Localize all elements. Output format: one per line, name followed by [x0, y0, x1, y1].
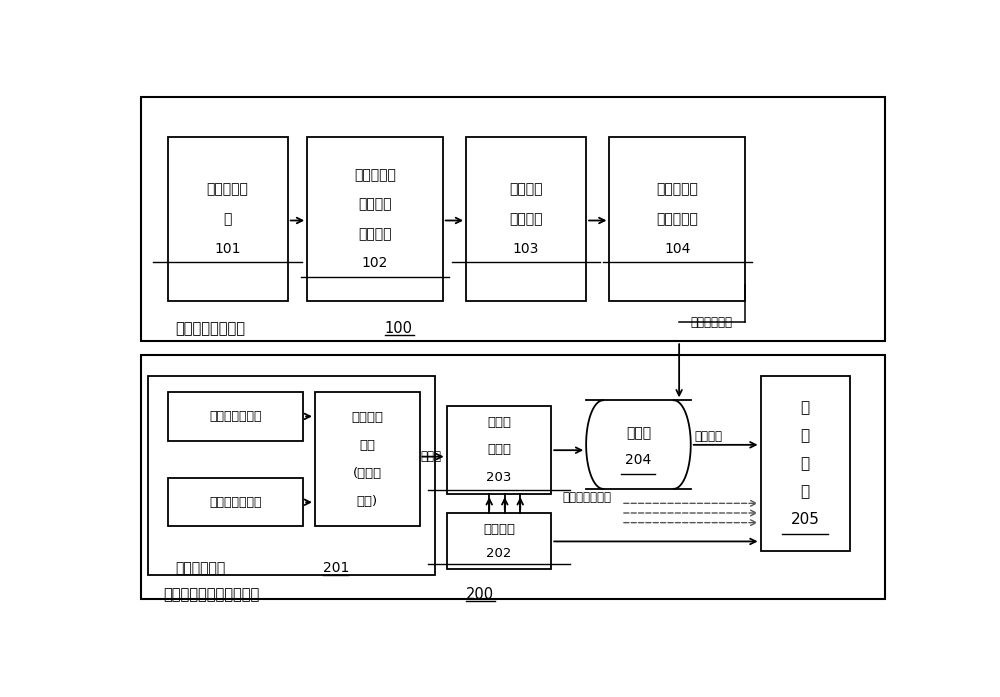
Polygon shape — [586, 400, 691, 489]
Text: 101: 101 — [214, 242, 241, 256]
FancyBboxPatch shape — [140, 97, 885, 342]
Text: 数据表模块: 数据表模块 — [656, 212, 698, 226]
FancyBboxPatch shape — [466, 137, 586, 301]
Text: 205: 205 — [791, 512, 820, 527]
Text: 地址形: 地址形 — [487, 415, 511, 429]
Text: 雷达调度: 雷达调度 — [483, 523, 515, 535]
Text: 处理模块: 处理模块 — [358, 227, 392, 241]
Text: 确定参数模: 确定参数模 — [207, 183, 249, 197]
Text: 实测数据: 实测数据 — [358, 197, 392, 211]
FancyBboxPatch shape — [307, 137, 443, 301]
Text: 块: 块 — [224, 212, 232, 226]
Text: 200: 200 — [466, 587, 494, 602]
Text: 202: 202 — [486, 546, 512, 560]
Text: 天线方向图: 天线方向图 — [354, 168, 396, 182]
FancyBboxPatch shape — [447, 406, 551, 494]
Text: 处理: 处理 — [359, 439, 375, 452]
Text: 104: 104 — [664, 242, 690, 256]
Text: 201: 201 — [323, 561, 349, 575]
FancyBboxPatch shape — [609, 137, 745, 301]
Text: 处: 处 — [800, 456, 810, 471]
Text: 102: 102 — [362, 256, 388, 270]
Text: 录: 录 — [800, 400, 810, 415]
Text: 和通道信号处理: 和通道信号处理 — [209, 410, 262, 423]
Text: (求取差: (求取差 — [353, 467, 382, 480]
FancyBboxPatch shape — [148, 376, 435, 575]
Text: 生成模块: 生成模块 — [509, 212, 543, 226]
FancyBboxPatch shape — [168, 137, 288, 301]
FancyBboxPatch shape — [447, 513, 551, 569]
Text: 取: 取 — [800, 428, 810, 443]
Text: 和差归一: 和差归一 — [351, 411, 383, 424]
Text: 成模块: 成模块 — [487, 443, 511, 457]
Text: 虚拟数据: 虚拟数据 — [509, 183, 543, 197]
Text: 204: 204 — [625, 452, 652, 466]
Text: 理: 理 — [800, 484, 810, 499]
Text: 103: 103 — [513, 242, 539, 256]
FancyBboxPatch shape — [168, 478, 303, 526]
Text: 角误差校正工程实施单元: 角误差校正工程实施单元 — [164, 587, 260, 602]
FancyBboxPatch shape — [168, 392, 303, 441]
Text: 角误差値: 角误差値 — [695, 430, 723, 443]
Text: 雷达信号处理: 雷达信号处理 — [175, 561, 226, 575]
Text: 差通道信号处理: 差通道信号处理 — [209, 496, 262, 509]
Text: 和比): 和比) — [357, 495, 378, 507]
Text: 角误差预处理单元: 角误差预处理单元 — [175, 321, 245, 337]
Text: 203: 203 — [486, 471, 512, 484]
Text: 角误差数据表: 角误差数据表 — [691, 316, 733, 329]
Text: 存储器: 存储器 — [626, 426, 651, 440]
Text: 生成角误差: 生成角误差 — [656, 183, 698, 197]
Text: 工作频率等参数: 工作频率等参数 — [563, 491, 612, 505]
Text: 差和比: 差和比 — [421, 450, 442, 463]
FancyBboxPatch shape — [315, 392, 420, 526]
FancyBboxPatch shape — [761, 376, 850, 551]
Text: 100: 100 — [385, 321, 413, 337]
FancyBboxPatch shape — [140, 355, 885, 599]
